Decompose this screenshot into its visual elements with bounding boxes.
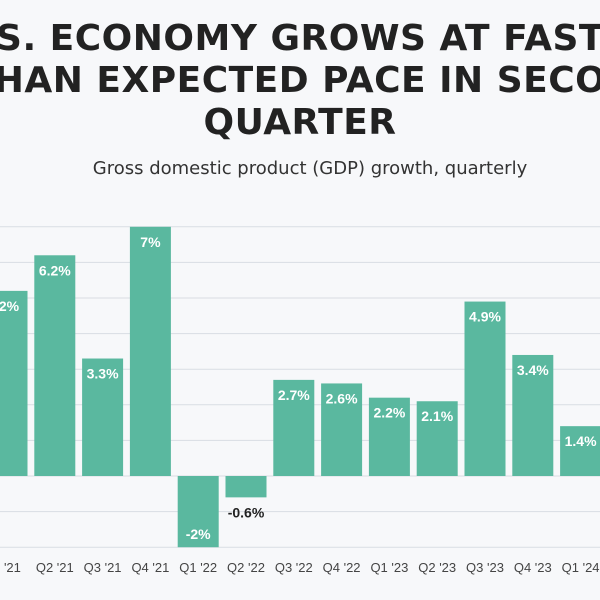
bar — [273, 379, 315, 476]
x-tick-label: Q4 '21 — [131, 560, 169, 575]
data-label: 2.7% — [278, 387, 310, 403]
data-label: 2.6% — [326, 390, 358, 406]
data-label: -2% — [186, 526, 211, 542]
chart-subtitle: Gross domestic product (GDP) growth, qua… — [92, 158, 528, 179]
data-label: -0.6% — [228, 504, 265, 520]
x-tick-label: Q1 '22 — [179, 560, 217, 575]
bar — [34, 255, 76, 476]
bar — [177, 476, 219, 548]
title-line-3: QUARTER — [203, 102, 397, 143]
chart-title: S. ECONOMY GROWS AT FAST HAN EXPECTED PA… — [0, 18, 600, 144]
x-tick-label: Q1 '24 — [562, 560, 600, 575]
x-tick-label: Q2 '22 — [227, 560, 265, 575]
bar — [464, 301, 506, 476]
x-tick-label: Q4 '22 — [323, 560, 361, 575]
data-label: .2% — [0, 298, 20, 314]
data-label: 3.3% — [87, 366, 119, 382]
title-line-2: HAN EXPECTED PACE IN SECO — [0, 60, 600, 101]
bar — [512, 354, 554, 476]
bar — [129, 226, 171, 476]
title-line-1: S. ECONOMY GROWS AT FAST — [0, 18, 600, 59]
data-label: 6.2% — [39, 262, 71, 278]
data-label: 2.2% — [373, 405, 405, 421]
data-label: 4.9% — [469, 309, 501, 325]
x-tick-label: Q3 '23 — [466, 560, 504, 575]
bar — [82, 358, 124, 476]
bar — [321, 383, 363, 476]
data-label: 2.1% — [421, 408, 453, 424]
bar — [368, 397, 410, 476]
data-label: 7% — [140, 234, 161, 250]
bar — [560, 426, 600, 476]
x-tick-label: 1 '21 — [0, 560, 21, 575]
bar — [0, 290, 28, 476]
x-tick-label: Q4 '23 — [514, 560, 552, 575]
x-tick-label: Q3 '21 — [84, 560, 122, 575]
bar — [416, 401, 458, 476]
bar — [225, 476, 267, 498]
data-label: 3.4% — [517, 362, 549, 378]
x-tick-label: Q2 '21 — [36, 560, 74, 575]
x-tick-label: Q1 '23 — [370, 560, 408, 575]
x-tick-label: Q3 '22 — [275, 560, 313, 575]
x-tick-label: Q2 '23 — [418, 560, 456, 575]
data-label: 1.4% — [565, 433, 597, 449]
